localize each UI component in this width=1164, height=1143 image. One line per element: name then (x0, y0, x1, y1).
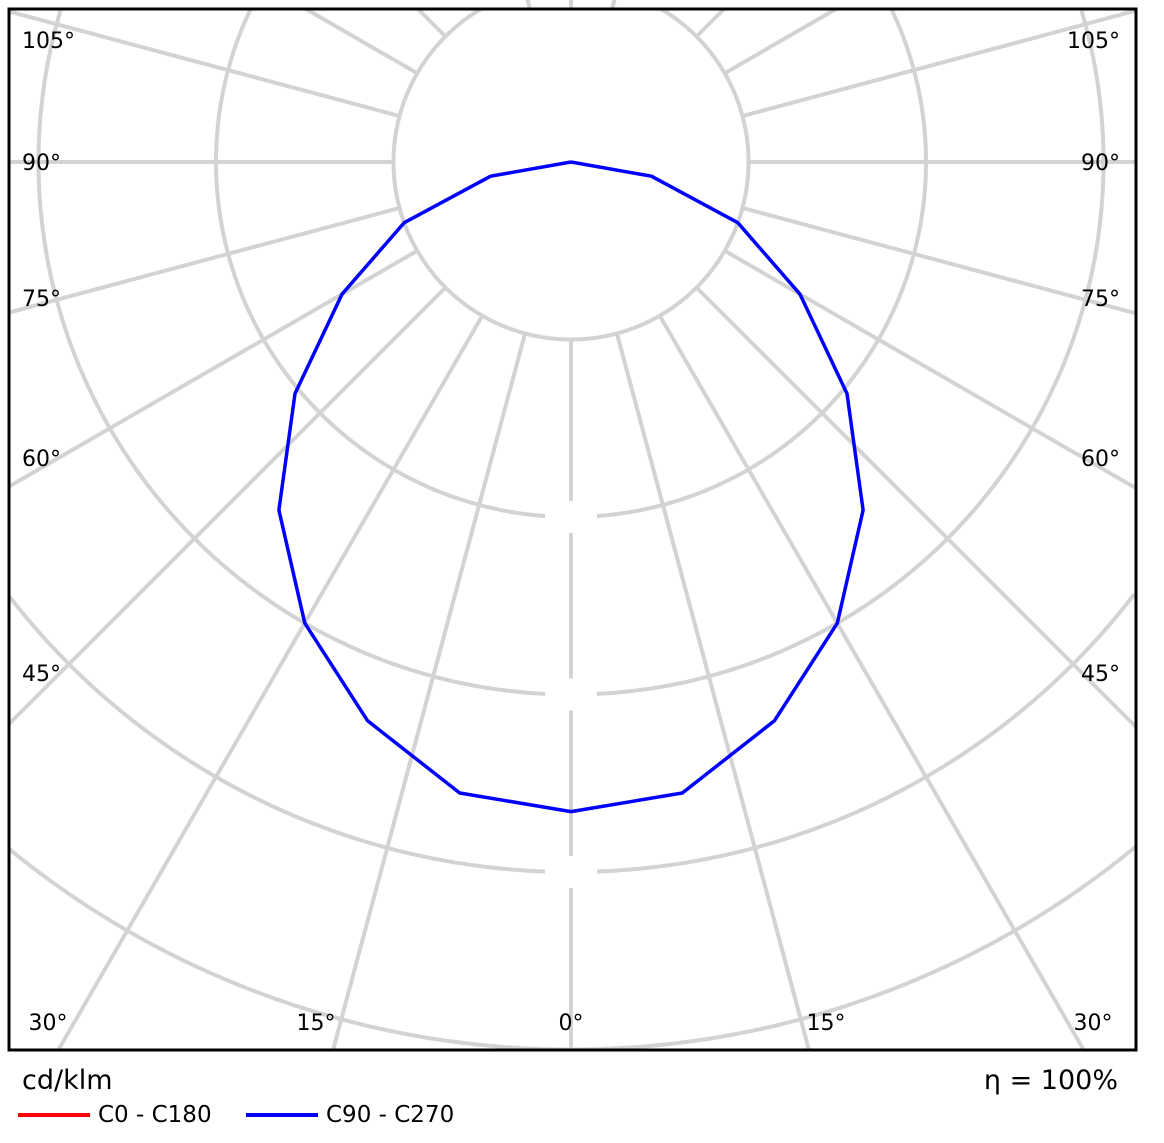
angle-label-bottom: 15° (807, 1011, 846, 1036)
angle-label-right: 75° (1081, 287, 1120, 312)
grid-spoke (695, 7, 726, 38)
grid-spoke (615, 332, 811, 1051)
grid-ring (214, 8, 928, 519)
intensity-curve-c90-c270 (277, 160, 865, 814)
grid-spoke (723, 7, 838, 75)
grid-spoke (304, 7, 419, 75)
angle-label-bottom: 30° (29, 1011, 68, 1036)
grid-spoke (658, 314, 1086, 1051)
ring-value-label-bg (545, 856, 597, 888)
curves (277, 160, 865, 814)
angle-label-bottom: 0° (559, 1011, 584, 1036)
grid-spoke (7, 249, 419, 489)
angle-label-right: 60° (1081, 447, 1120, 472)
angle-label-left: 60° (22, 447, 61, 472)
grid-spoke (723, 249, 1137, 490)
grid-spoke (331, 332, 527, 1051)
legend-swatch-blue (246, 1113, 318, 1117)
legend-label: C90 - C270 (326, 1102, 455, 1128)
angle-label-bottom: 15° (297, 1011, 336, 1036)
polar-grid (7, 0, 1138, 1052)
legend-swatch-red (18, 1113, 90, 1117)
efficiency-label: η = 100% (983, 1065, 1118, 1096)
grid-ring (36, 10, 1106, 697)
angle-label-right: 105° (1067, 29, 1120, 54)
grid-ring (391, 7, 751, 342)
angle-label-left: 75° (22, 287, 61, 312)
grid-spoke (741, 206, 1137, 316)
angle-label-left: 105° (22, 29, 75, 54)
plot-frame (7, 7, 1138, 1052)
unit-label: cd/klm (22, 1065, 113, 1096)
legend-item-c90: C90 - C270 (246, 1100, 454, 1130)
legend-label: C0 - C180 (98, 1102, 212, 1128)
grid-spoke (7, 286, 447, 726)
grid-spoke (525, 0, 532, 10)
grid-spoke (416, 7, 447, 38)
angle-label-bottom: 30° (1074, 1011, 1113, 1036)
legend-item-c0: C0 - C180 (18, 1100, 212, 1130)
ring-value-label-bg (545, 501, 597, 533)
grid-spoke (695, 286, 1138, 729)
angle-label-left: 45° (22, 662, 61, 687)
ring-value-label-bg (545, 678, 597, 711)
grid-spoke (741, 8, 1137, 118)
grid-spoke (8, 206, 401, 315)
angle-label-right: 90° (1081, 151, 1120, 176)
angle-label-left: 90° (22, 151, 61, 176)
angle-label-right: 45° (1081, 662, 1120, 687)
grid-spoke (56, 314, 484, 1052)
grid-spoke (610, 0, 617, 10)
grid-spoke (8, 9, 401, 118)
